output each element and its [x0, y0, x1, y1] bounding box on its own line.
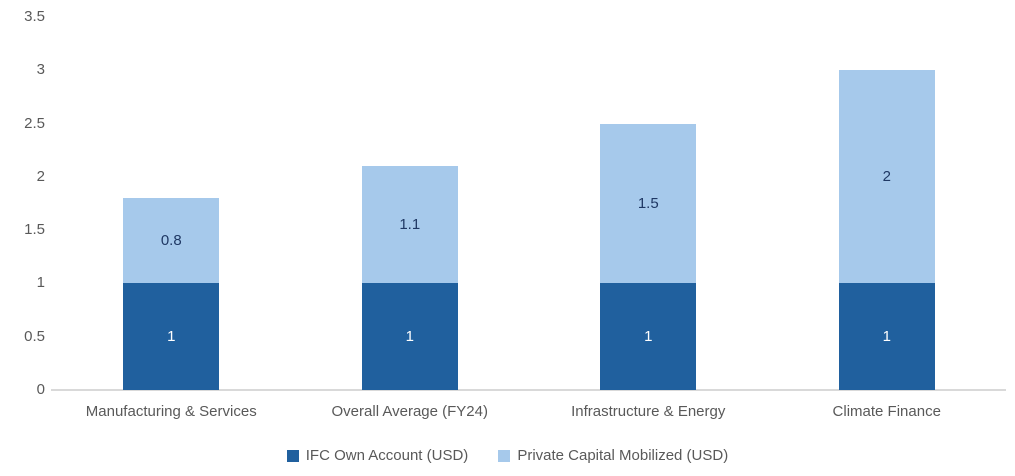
x-axis-category-label: Infrastructure & Energy	[571, 403, 726, 420]
data-label: 1.1	[399, 216, 421, 234]
bar-segment-series1-cat3: 1	[600, 283, 697, 390]
legend-item-series2: Private Capital Mobilized (USD)	[498, 448, 728, 463]
bar-segment-series2-cat2: 1.1	[361, 166, 458, 284]
x-axis-category-label: Climate Finance	[832, 403, 941, 420]
y-axis-tick-label: 1.5	[24, 221, 45, 239]
y-axis-tick-label: 1	[36, 274, 45, 292]
legend-label: Private Capital Mobilized (USD)	[517, 447, 729, 464]
bar-segment-series2-cat4: 2	[838, 70, 935, 284]
y-axis-tick-label: 2.5	[24, 114, 45, 132]
y-axis-tick-label: 0.5	[24, 327, 45, 345]
bar-segment-series1-cat4: 1	[838, 283, 935, 390]
bar-segment-series2-cat1: 0.8	[123, 198, 220, 284]
legend-swatch-icon	[286, 449, 299, 462]
data-label: 1.5	[637, 194, 659, 212]
data-label: 1	[644, 328, 653, 346]
y-axis-tick-label: 2	[36, 167, 45, 185]
legend: IFC Own Account (USD) Private Capital Mob…	[0, 448, 1015, 463]
data-label: 0.8	[160, 232, 182, 250]
data-label: 1	[882, 328, 891, 346]
y-axis-tick-label: 3.5	[24, 8, 45, 25]
data-label: 1	[405, 328, 414, 346]
legend-item-series1: IFC Own Account (USD)	[286, 447, 469, 464]
bar-segment-series2-cat3: 1.5	[600, 123, 697, 284]
x-axis-category-label: Manufacturing & Services	[85, 403, 257, 420]
x-axis-category-label: Overall Average (FY24)	[331, 403, 488, 420]
x-axis-line	[51, 389, 1006, 391]
bar-segment-series1-cat2: 1	[361, 283, 458, 390]
data-label: 2	[882, 168, 891, 186]
data-label: 1	[167, 328, 176, 346]
legend-swatch-icon	[498, 449, 511, 462]
bar-segment-series1-cat1: 1	[123, 283, 220, 390]
legend-label: IFC Own Account (USD)	[305, 447, 469, 464]
y-axis-tick-label: 0	[36, 381, 45, 398]
y-axis-tick-label: 3	[36, 61, 45, 79]
